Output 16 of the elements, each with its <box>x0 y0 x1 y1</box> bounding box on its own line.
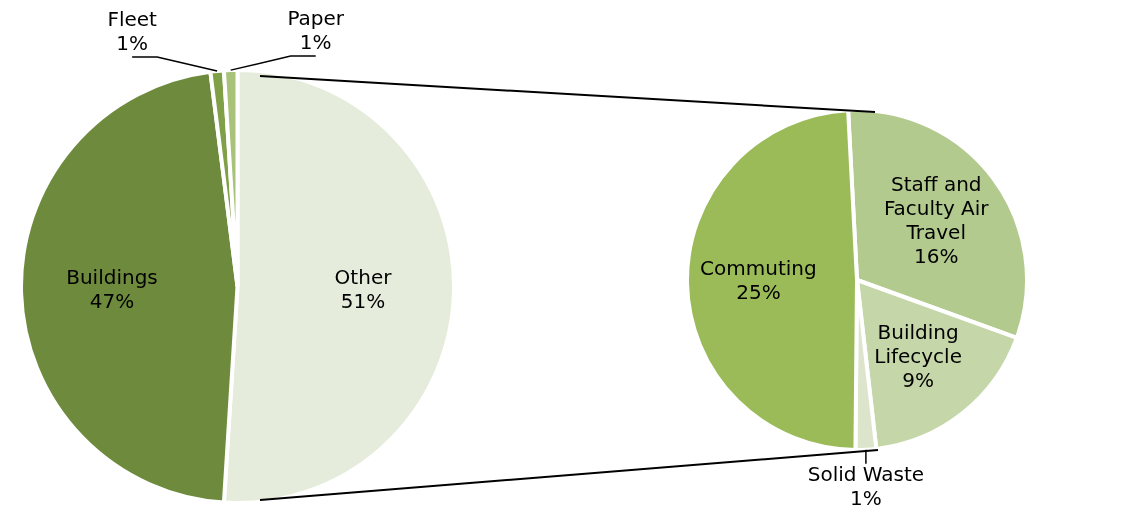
data-label: 1% <box>850 485 882 510</box>
slice-label: Solid Waste <box>807 461 925 486</box>
data-label: 1% <box>116 31 148 56</box>
data-label: 25% <box>736 280 781 305</box>
slice-label: Buildings <box>66 264 158 289</box>
data-label: 16% <box>914 243 959 268</box>
slice-label: Fleet <box>107 7 158 32</box>
slice-label: Other <box>334 264 393 289</box>
slice-label: Staff and Faculty Air Travel <box>883 171 990 244</box>
data-label: 47% <box>89 288 135 313</box>
slice-label: Commuting <box>700 256 817 281</box>
slice-label: Building Lifecycle <box>874 319 962 368</box>
slice-label: Paper <box>287 6 345 31</box>
data-label: 1% <box>299 30 332 55</box>
data-label: 9% <box>902 367 934 392</box>
data-label: 51% <box>340 288 386 313</box>
